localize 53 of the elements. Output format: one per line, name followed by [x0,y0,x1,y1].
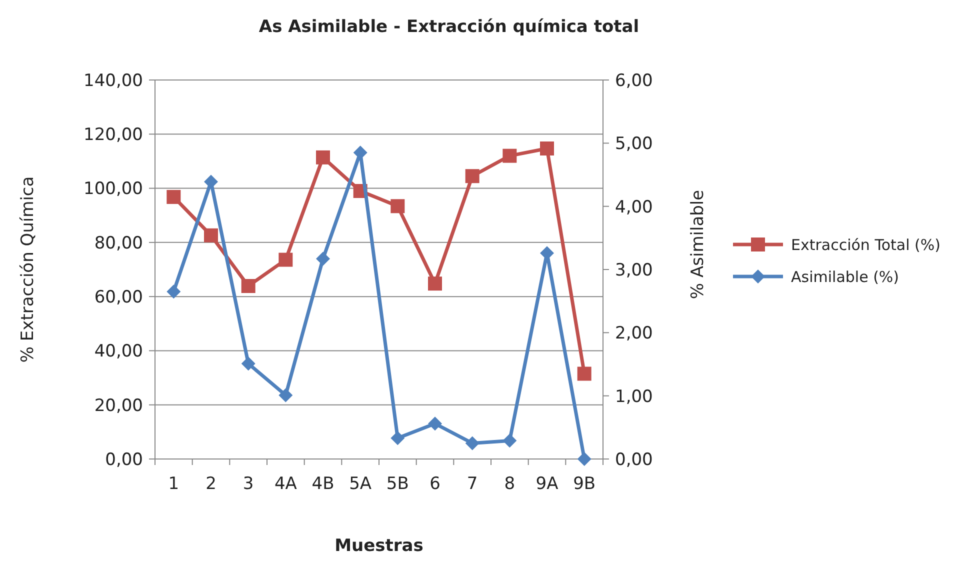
point [241,356,256,371]
y-tick-label: 80,00 [94,233,143,254]
point [316,150,330,164]
legend-label: Extracción Total (%) [791,236,940,254]
y2-tick-label: 0,00 [615,450,653,470]
x-tick-label: 9A [536,474,559,494]
point [204,228,218,242]
y-tick-label: 60,00 [94,288,143,308]
x-tick-label: 4B [312,474,334,494]
point [502,148,517,163]
y-tick-label: 120,00 [84,125,143,146]
point [390,199,405,214]
point [428,416,442,431]
x-tick-label: 2 [206,474,216,494]
point [316,252,330,266]
x-tick-label: 6 [430,474,440,494]
y-tick-label: 20,00 [94,396,143,416]
x-axis-title: Muestras [334,536,424,556]
point [278,388,293,402]
x-tick-label: 5A [349,474,372,494]
y-tick-label: 140,00 [84,70,143,91]
point [428,276,442,291]
y2-tick-label: 3,00 [615,260,653,280]
point [502,434,517,448]
point [577,452,592,466]
y2-axis-title: % Asimilable [688,190,708,300]
point [390,431,405,446]
x-tick-label: 7 [466,474,478,494]
point [166,284,181,299]
point [241,279,256,294]
chart-title: As Asimilable - Extracción química total [258,17,640,37]
point [278,252,293,267]
y2-tick-label: 6,00 [615,70,653,91]
point [577,366,592,381]
y-tick-label: 0,00 [105,450,143,470]
y-tick-label: 40,00 [94,342,143,362]
point [540,141,554,156]
y2-tick-label: 4,00 [615,197,653,218]
x-tick-label: 1 [168,474,180,494]
y-tick-label: 100,00 [84,179,143,200]
x-tick-label: 8 [504,474,516,494]
y2-tick-label: 2,00 [615,324,653,344]
legend-label: Asimilable (%) [791,268,900,286]
x-tick-label: 3 [242,474,254,494]
y-axis-title: % Extracción Química [18,176,38,363]
point [465,436,480,450]
y2-tick-label: 1,00 [615,386,653,407]
x-tick-label: 5B [386,474,409,494]
x-tick-label: 4A [274,474,298,494]
point [166,190,181,204]
y2-tick-label: 5,00 [615,134,653,154]
point [465,169,480,184]
x-tick-label: 9B [573,474,596,494]
